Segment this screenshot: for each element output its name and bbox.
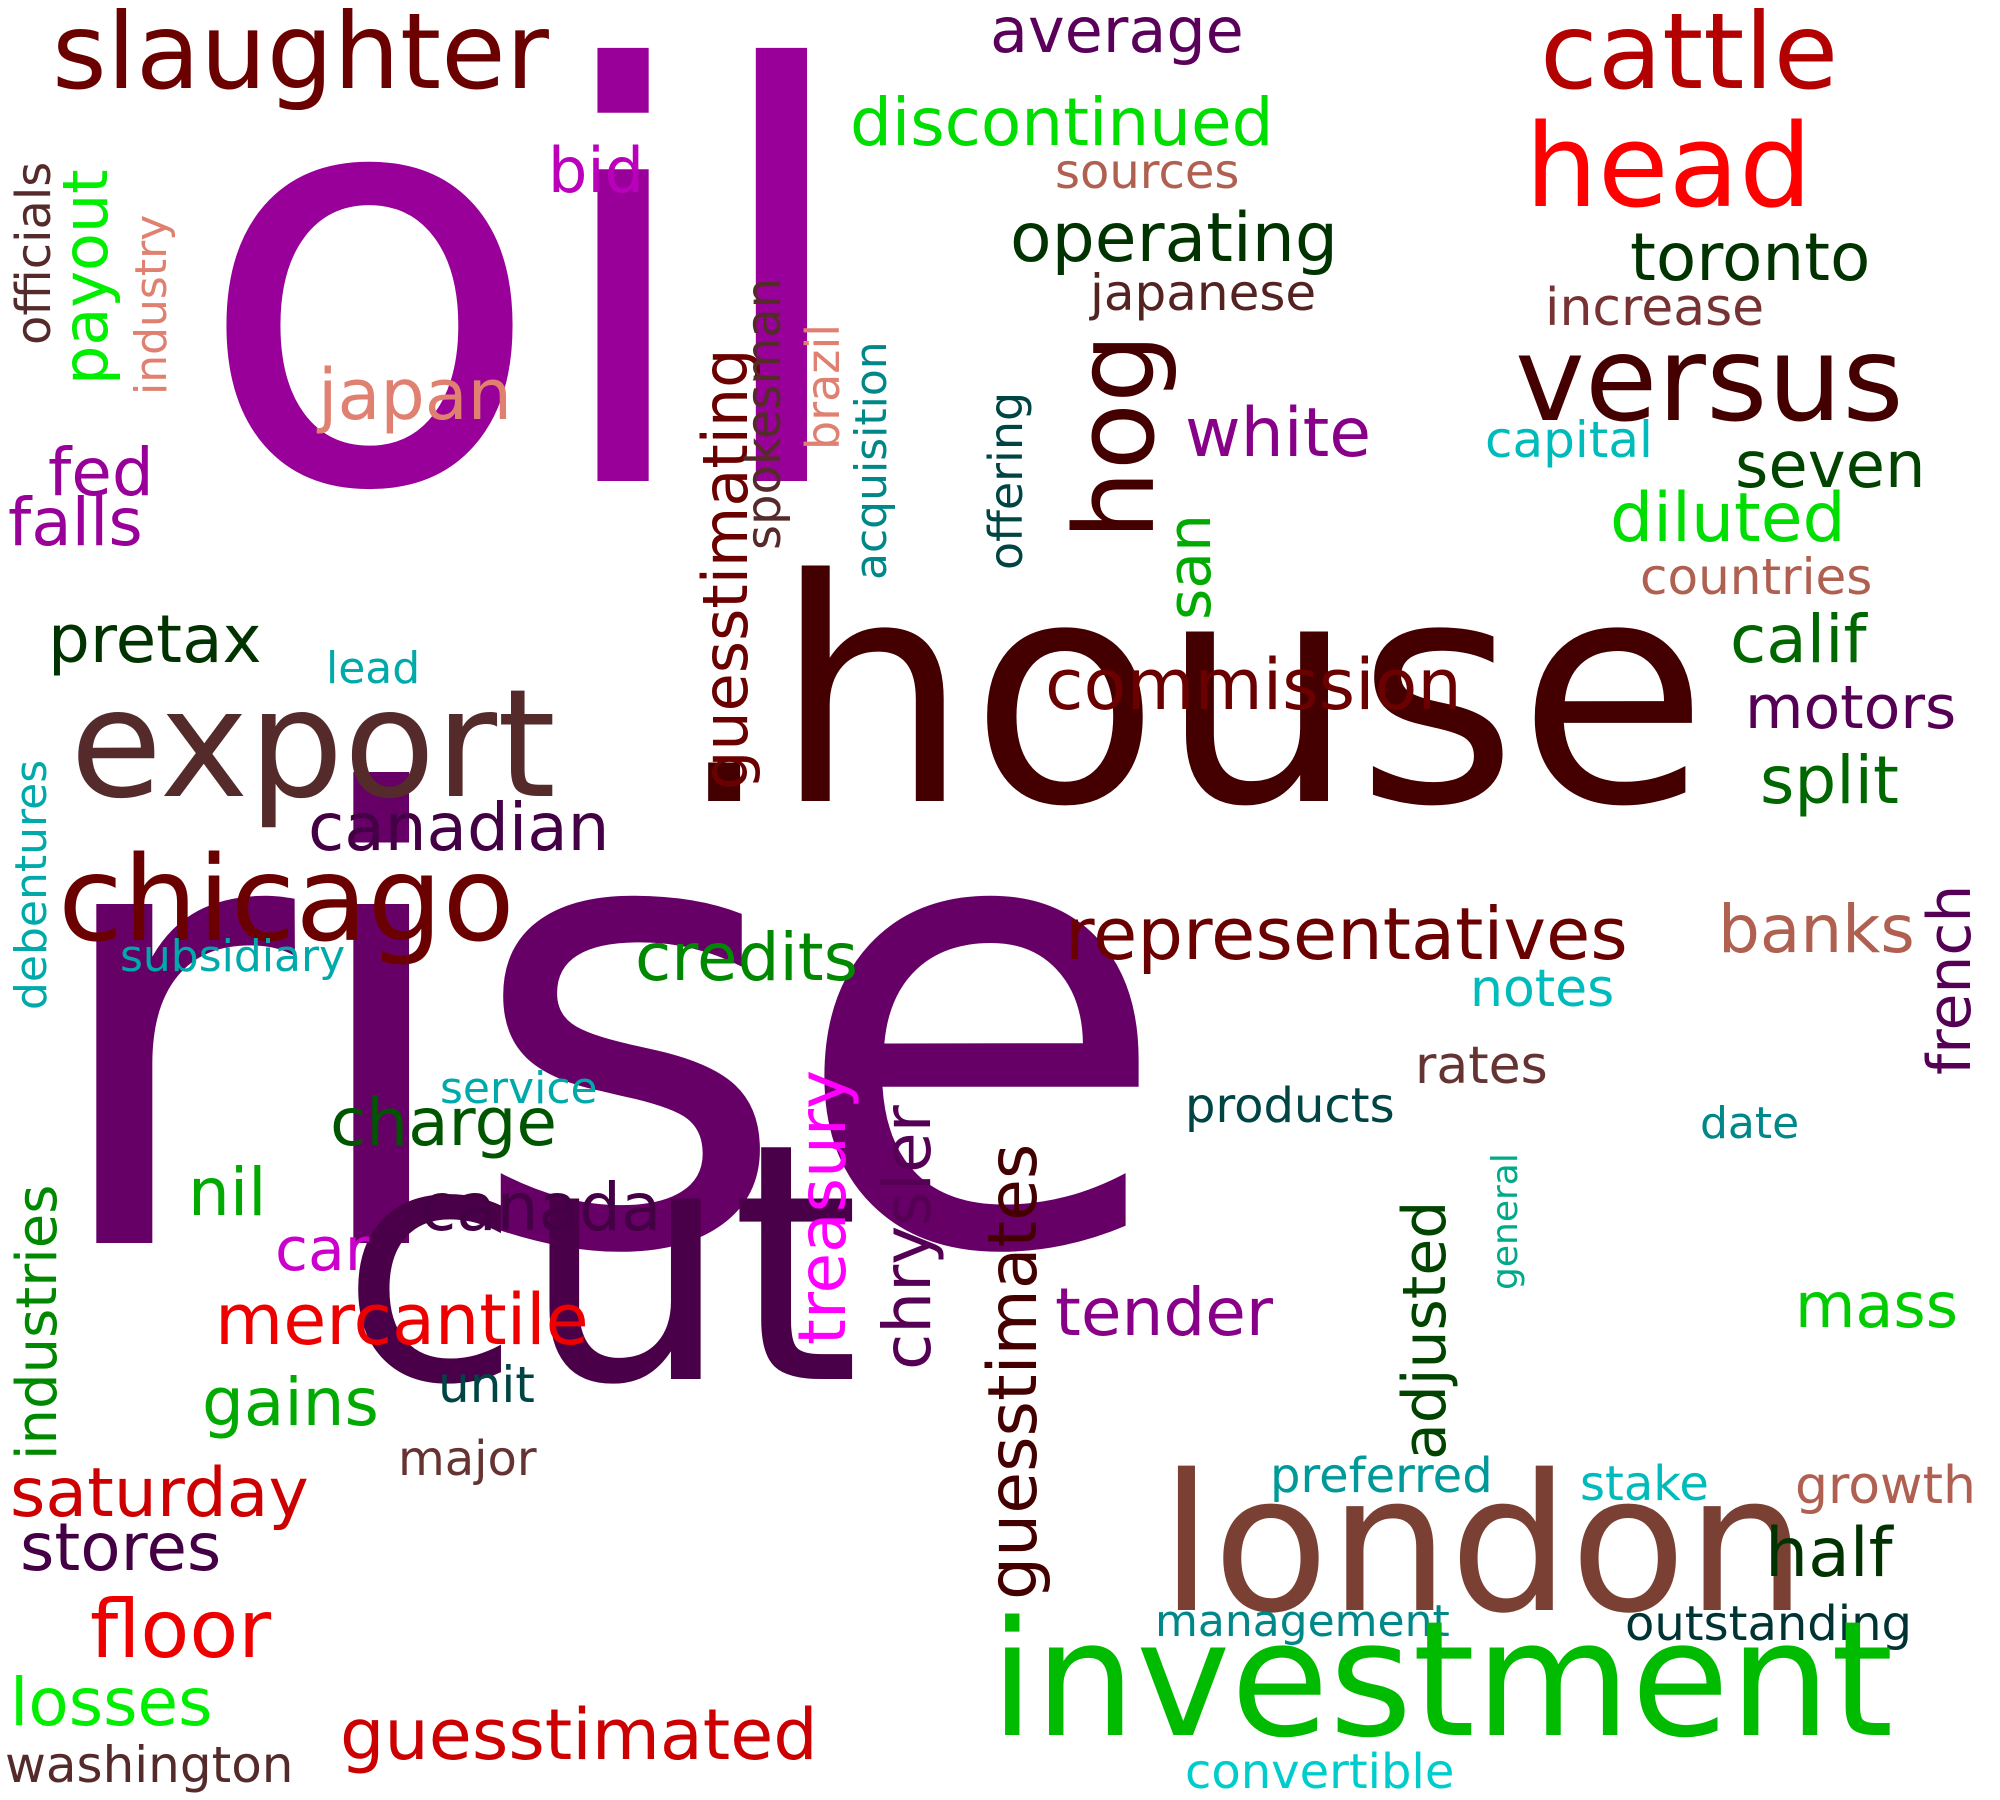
word-japan: japan — [318, 354, 513, 436]
word-major: major — [398, 1431, 537, 1487]
word-head: head — [1525, 100, 1813, 234]
word-chicago: chicago — [58, 830, 515, 968]
word-increase: increase — [1545, 278, 1765, 338]
word-investment: investment — [990, 1586, 1894, 1773]
word-canadian: canadian — [308, 789, 610, 866]
word-date: date — [1700, 1098, 1800, 1149]
word-commission: commission — [1045, 644, 1462, 726]
word-white: white — [1185, 394, 1372, 473]
word-brazil: brazil — [796, 323, 850, 450]
word-motors: motors — [1745, 673, 1957, 743]
word-seven: seven — [1735, 429, 1926, 503]
word-notes: notes — [1470, 959, 1615, 1019]
word-oil: oil — [195, 0, 861, 616]
word-sources: sources — [1055, 144, 1240, 200]
word-san: san — [1155, 513, 1225, 620]
word-calif: calif — [1730, 601, 1867, 678]
word-countries: countries — [1640, 548, 1873, 606]
word-offering: offering — [979, 391, 1033, 570]
word-mercantile: mercantile — [215, 1279, 589, 1361]
word-operating: operating — [1010, 199, 1339, 278]
word-cattle: cattle — [1540, 0, 1839, 113]
word-discontinued: discontinued — [850, 84, 1274, 161]
word-products: products — [1185, 1078, 1395, 1134]
word-falls: falls — [8, 484, 143, 561]
word-mass: mass — [1795, 1269, 1958, 1342]
word-management: management — [1155, 1596, 1450, 1647]
word-credits: credits — [635, 919, 859, 996]
word-export: export — [70, 658, 556, 832]
word-banks: banks — [1718, 891, 1915, 968]
word-industry: industry — [126, 214, 177, 395]
word-half: half — [1765, 1514, 1893, 1593]
word-stores: stores — [20, 1509, 222, 1586]
word-service: service — [440, 1063, 598, 1114]
word-versus: versus — [1515, 310, 1904, 448]
word-capital: capital — [1485, 411, 1653, 469]
word-preferred: preferred — [1270, 1448, 1493, 1504]
word-house: .house — [675, 514, 1709, 875]
word-rise: rise — [40, 669, 1172, 1390]
word-canada: canada — [420, 1169, 662, 1246]
word-adjusted: adjusted — [1390, 1200, 1460, 1460]
word-pretax: pretax — [48, 601, 262, 678]
word-car: car — [275, 1215, 370, 1285]
word-saturday: saturday — [10, 1454, 309, 1533]
word-guesstimates: guesstimates — [974, 1143, 1053, 1600]
word-general: general — [1485, 1153, 1526, 1290]
word-stake: stake — [1580, 1456, 1709, 1512]
word-debentures: debentures — [6, 759, 57, 1010]
word-outstanding: outstanding — [1625, 1596, 1912, 1652]
word-slaughter: slaughter — [52, 0, 549, 113]
word-lead: lead — [326, 643, 421, 694]
word-bid: bid — [548, 134, 644, 207]
word-cut: cut — [340, 1073, 860, 1457]
word-tender: tender — [1055, 1274, 1273, 1351]
word-representatives: representatives — [1065, 892, 1628, 976]
word-gains: gains — [202, 1364, 379, 1441]
word-nil: nil — [188, 1154, 267, 1231]
word-rates: rates — [1415, 1036, 1548, 1096]
word-charge: charge — [330, 1084, 558, 1161]
word-growth: growth — [1795, 1456, 1976, 1516]
word-payout: payout — [49, 169, 122, 385]
word-washington: washington — [5, 1736, 294, 1794]
word-diluted: diluted — [1610, 479, 1846, 558]
word-london: london — [1160, 1434, 1807, 1655]
word-japanese: japanese — [1090, 264, 1317, 322]
word-losses: losses — [10, 1664, 213, 1741]
word-hog: hog — [1051, 333, 1179, 540]
word-split: split — [1760, 742, 1899, 819]
word-floor: floor — [90, 1583, 272, 1676]
word-industries: industries — [5, 1184, 70, 1460]
word-spokesman: spokesman — [736, 277, 792, 550]
word-guesstimated: guesstimated — [340, 1694, 818, 1776]
word-average: average — [990, 0, 1244, 67]
word-unit: unit — [438, 1356, 535, 1414]
word-treasury: treasury — [784, 1069, 861, 1345]
word-convertible: convertible — [1185, 1744, 1455, 1800]
word-fed: fed — [48, 434, 154, 511]
word-acquisition: acquisition — [846, 341, 897, 580]
word-french: french — [1915, 884, 1985, 1075]
word-toronto: toronto — [1630, 219, 1871, 296]
word-subsidiary: subsidiary — [120, 931, 346, 982]
word-chrysler: chrysler — [869, 1105, 946, 1370]
